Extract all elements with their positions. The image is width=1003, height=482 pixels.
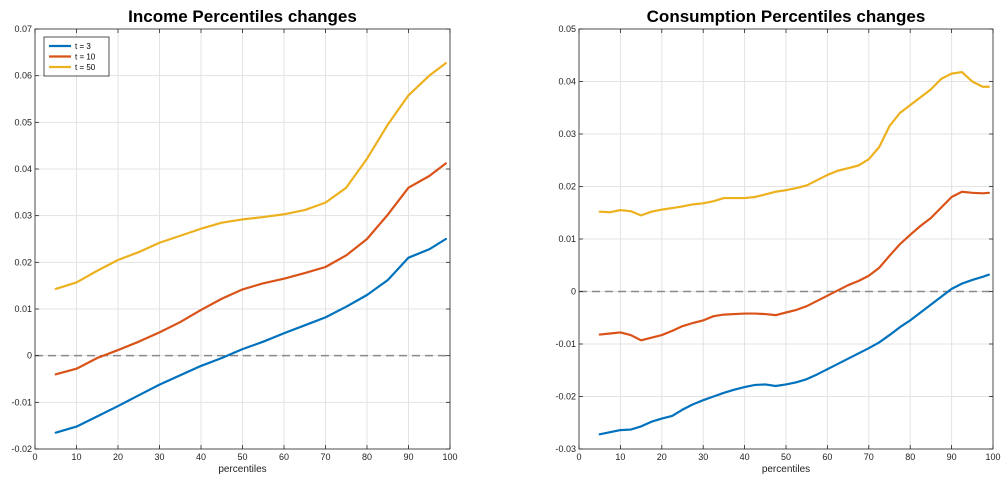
- chart-2: 0 10 20 30 40 50 60 70 80 90 100 -0.03 -0.02 -0.01 0 0.…: [555, 7, 1000, 475]
- x-tick-label: 20: [657, 452, 667, 462]
- series-line-2: [598, 190, 990, 342]
- chart-1: 0 10 20 30 40 50 60 70 80 90 100 -0.02 -0.01 0 0.01 0.0…: [11, 7, 457, 475]
- y-tick-label: 0.03: [558, 129, 576, 139]
- y-tick-label: -0.02: [11, 444, 32, 454]
- x-tick-label: 50: [237, 452, 247, 462]
- y-tick-label: 0: [27, 351, 32, 361]
- y-tick-label: 0.06: [14, 71, 32, 81]
- series-line-3: [598, 70, 990, 217]
- x-tick-label: 30: [698, 452, 708, 462]
- chart-title: Income Percentiles changes: [128, 7, 357, 26]
- x-tick-label: 70: [320, 452, 330, 462]
- y-tick-label: 0.05: [14, 117, 32, 127]
- y-tick-label: -0.03: [555, 444, 576, 454]
- x-tick-label: 60: [822, 452, 832, 462]
- x-tick-label: 0: [576, 452, 581, 462]
- x-tick-label: 90: [403, 452, 413, 462]
- legend-label-2: t = 10: [75, 53, 96, 62]
- series-line-2: [54, 162, 447, 376]
- y-tick-label: 0.03: [14, 211, 32, 221]
- y-tick-label: 0.04: [558, 77, 576, 87]
- y-tick-label: 0: [571, 287, 576, 297]
- legend-label-3: t = 50: [75, 63, 96, 72]
- x-tick-label: 80: [362, 452, 372, 462]
- x-tick-label: 100: [442, 452, 457, 462]
- x-tick-label: 30: [154, 452, 164, 462]
- y-tick-label: -0.02: [555, 392, 576, 402]
- y-tick-label: 0.07: [14, 24, 32, 34]
- x-tick-label: 80: [905, 452, 915, 462]
- y-tick-label: 0.01: [558, 234, 576, 244]
- series-line-3: [54, 61, 447, 291]
- x-tick-label: 40: [196, 452, 206, 462]
- series-line-1: [54, 237, 447, 434]
- y-tick-label: 0.02: [14, 257, 32, 267]
- x-tick-label: 40: [740, 452, 750, 462]
- y-tick-label: 0.05: [558, 24, 576, 34]
- x-tick-label: 70: [864, 452, 874, 462]
- x-tick-label: 0: [32, 452, 37, 462]
- x-tick-label: 60: [279, 452, 289, 462]
- x-tick-label: 100: [985, 452, 1000, 462]
- x-axis-label: percentiles: [218, 464, 266, 475]
- x-tick-label: 50: [781, 452, 791, 462]
- y-tick-label: 0.04: [14, 164, 32, 174]
- x-tick-label: 20: [113, 452, 123, 462]
- y-tick-label: -0.01: [11, 397, 32, 407]
- series-line-1: [598, 273, 990, 436]
- x-tick-label: 90: [947, 452, 957, 462]
- y-tick-label: 0.02: [558, 182, 576, 192]
- y-tick-label: -0.01: [555, 339, 576, 349]
- x-tick-label: 10: [71, 452, 81, 462]
- legend: t = 3 t = 10t = 50: [43, 36, 110, 77]
- x-axis-label: percentiles: [762, 464, 810, 475]
- x-tick-label: 10: [615, 452, 625, 462]
- y-tick-label: 0.01: [14, 304, 32, 314]
- legend-label-1: t = 3: [75, 42, 91, 51]
- chart-title: Consumption Percentiles changes: [647, 7, 926, 26]
